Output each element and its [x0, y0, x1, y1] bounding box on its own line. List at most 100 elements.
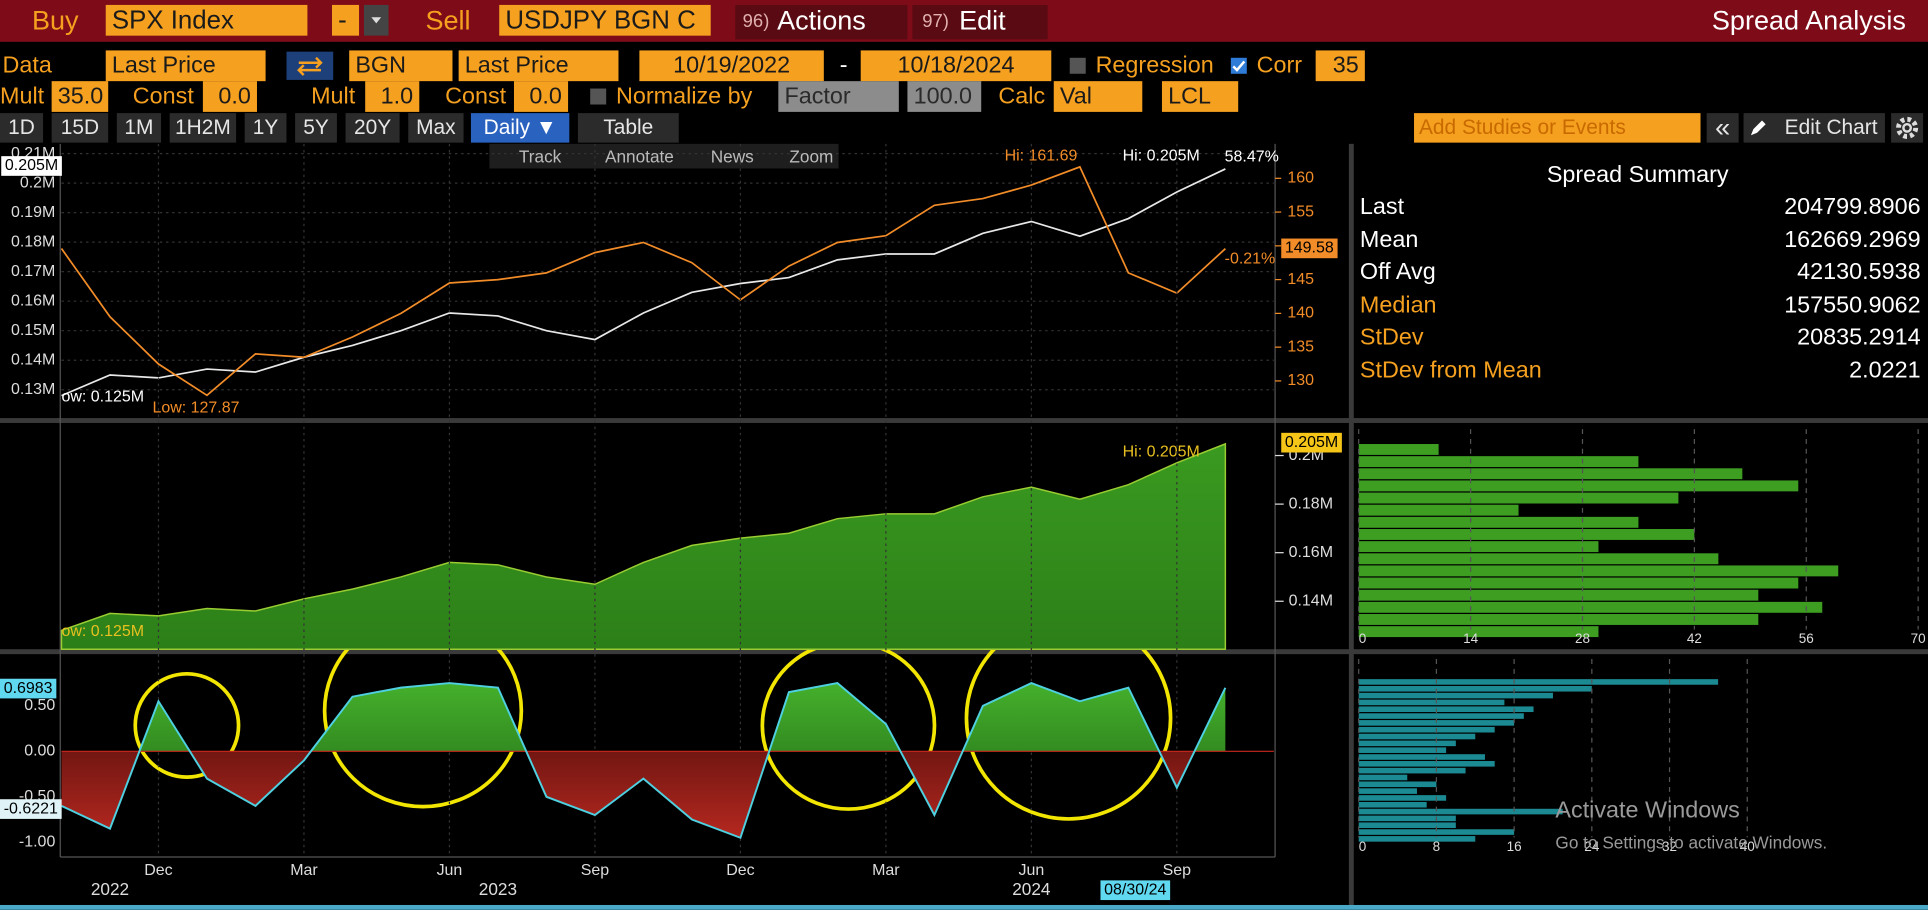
y-tick-label: 0.16M — [1289, 544, 1333, 561]
histogram-bar — [1358, 754, 1485, 760]
y-tick-label: 0.2M — [20, 174, 56, 191]
edit-menu[interactable] — [912, 4, 1048, 40]
value-tag: -0.6221 — [4, 800, 58, 817]
histogram-bar — [1358, 480, 1799, 492]
table-button[interactable]: Table — [577, 113, 679, 143]
studies-input[interactable]: Add Studies or Events — [1414, 113, 1701, 143]
x-tick-label: 56 — [1799, 631, 1814, 646]
sell-mult-input[interactable]: 1.0 — [365, 81, 420, 112]
mult-label: Mult — [311, 83, 356, 110]
regression-checkbox[interactable] — [1069, 57, 1086, 74]
histogram-bar — [1358, 456, 1639, 468]
sell-ticker-input[interactable]: USDJPY BGN C — [499, 4, 711, 36]
swap-button[interactable] — [286, 51, 334, 80]
value-tag-box — [1281, 432, 1342, 453]
buy-mult-input[interactable]: 35.0 — [51, 81, 109, 112]
summary-label: Mean — [1359, 226, 1419, 253]
buy-ticker-input[interactable]: SPX Index — [105, 4, 308, 36]
period-button[interactable]: 1Y — [244, 113, 287, 143]
histogram-bar — [1358, 577, 1799, 589]
annotation: Hi: 0.205M — [1123, 444, 1200, 461]
page-title: Spread Analysis — [1711, 4, 1906, 36]
settings-button[interactable] — [1891, 113, 1924, 143]
currency-select[interactable]: LCL — [1161, 81, 1239, 112]
pencil-icon — [1748, 118, 1768, 144]
buy-field-select[interactable]: Last Price — [105, 50, 266, 82]
edit-chart-button[interactable]: Edit Chart — [1743, 113, 1885, 143]
period-button[interactable]: 1H2M — [169, 113, 237, 143]
histogram-bar — [1358, 713, 1524, 719]
actions-menu[interactable] — [735, 4, 908, 40]
calc-select[interactable]: Val — [1053, 81, 1143, 112]
dropdown-button[interactable] — [363, 4, 389, 36]
data-label: Data — [2, 52, 52, 79]
edit-label[interactable]: Edit — [959, 4, 1006, 36]
histogram-bar — [1358, 565, 1839, 577]
period-button[interactable]: 15D — [51, 113, 109, 143]
collapse-button[interactable]: « — [1706, 113, 1739, 143]
buy-label: Buy — [31, 4, 79, 36]
period-button[interactable]: 5Y — [295, 113, 337, 143]
buy-const-input[interactable]: 0.0 — [202, 81, 257, 112]
period-button[interactable]: 20Y — [345, 113, 400, 143]
value-tag-box — [0, 799, 62, 819]
status-strip — [0, 904, 1928, 910]
factor-input[interactable]: 100.0 — [907, 81, 982, 112]
value-tag: 0.205M — [5, 157, 58, 174]
sell-field-select[interactable]: Last Price — [458, 50, 619, 82]
histogram-bar — [1358, 726, 1495, 733]
histogram-bar — [1358, 747, 1447, 753]
x-tick-label: 28 — [1575, 631, 1590, 646]
y2-tick-label: 140 — [1287, 305, 1314, 322]
sell-const-input[interactable]: 0.0 — [513, 81, 569, 112]
chart-tool[interactable]: Annotate — [604, 146, 674, 166]
histogram-bar — [1358, 761, 1495, 767]
operator-select[interactable]: - — [331, 4, 360, 36]
chart-tool[interactable]: News — [710, 146, 754, 166]
chart-tool[interactable]: Track — [518, 146, 562, 166]
histogram-bar — [1358, 529, 1695, 540]
corr-window-input[interactable]: 35 — [1315, 50, 1365, 82]
x-major-label: 2023 — [479, 879, 517, 899]
period-button[interactable]: Max — [408, 113, 464, 143]
panel-divider — [0, 649, 1928, 655]
series-line — [60, 165, 1226, 397]
end-date-input[interactable]: 10/18/2024 — [860, 50, 1052, 82]
date-separator: - — [839, 52, 848, 79]
chart-tool[interactable]: Zoom — [789, 146, 834, 166]
series-line — [61, 168, 1226, 397]
panel-divider — [0, 418, 1928, 423]
sell-source-input[interactable]: BGN — [349, 50, 453, 82]
y-tick-label: 0.15M — [11, 322, 55, 339]
annotation: Low: 127.87 — [152, 399, 239, 416]
corr-label: Corr — [1256, 52, 1303, 79]
normalize-select[interactable]: Factor — [778, 81, 899, 112]
const-label: Const — [445, 83, 507, 110]
start-date-input[interactable]: 10/19/2022 — [639, 50, 824, 82]
x-tick-label: Jun — [437, 862, 463, 879]
y2-tick-label: 160 — [1287, 170, 1314, 187]
value-tag: 0.205M — [1285, 434, 1338, 451]
annotation: ow: 0.125M — [61, 388, 144, 405]
actions-key: 96) — [742, 11, 770, 32]
histogram-bar — [1358, 504, 1519, 516]
histogram-bar — [1358, 781, 1437, 788]
actions-label[interactable]: Actions — [777, 4, 866, 36]
x-tick-label: 32 — [1662, 839, 1677, 854]
period-button[interactable]: 1M — [116, 113, 162, 143]
x-tick-label: 8 — [1433, 839, 1441, 854]
value-tag-box — [1, 156, 62, 176]
sell-label: Sell — [425, 4, 471, 36]
y-tick-label: -1.00 — [19, 834, 56, 851]
x-major-label: 2022 — [91, 879, 129, 899]
positive-area — [61, 683, 1226, 752]
frequency-button[interactable]: Daily ▼ — [470, 113, 570, 143]
normalize-checkbox[interactable] — [590, 88, 607, 105]
annotation: -0.21% — [1225, 251, 1276, 268]
period-button[interactable]: 1D — [0, 113, 44, 143]
highlight-circle — [133, 671, 241, 779]
y2-tick-label: 155 — [1287, 203, 1314, 220]
corr-checkbox[interactable] — [1230, 57, 1247, 74]
